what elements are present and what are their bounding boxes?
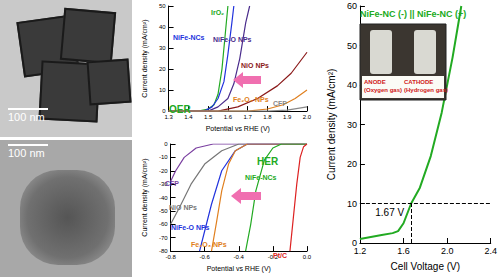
svg-text:Potential vs RHE (V): Potential vs RHE (V): [206, 125, 270, 133]
svg-text:0.0: 0.0: [303, 254, 312, 260]
svg-text:1.7: 1.7: [244, 114, 253, 120]
svg-text:2.0: 2.0: [441, 246, 454, 256]
svg-text:10: 10: [159, 87, 166, 93]
svg-text:0: 0: [351, 238, 357, 248]
svg-text:40: 40: [347, 80, 357, 90]
svg-text:Current density (mA/cm²): Current density (mA/cm²): [326, 69, 337, 181]
svg-text:CFP: CFP: [273, 100, 287, 107]
svg-text:1.2: 1.2: [354, 246, 367, 256]
svg-text:CFP: CFP: [165, 180, 179, 187]
svg-text:-80: -80: [158, 248, 168, 255]
svg-text:NiO NPs: NiO NPs: [241, 62, 269, 69]
svg-text:OER: OER: [169, 104, 191, 115]
svg-text:0: 0: [164, 141, 168, 147]
svg-text:10: 10: [347, 199, 357, 209]
svg-text:Current density (mA/cm²): Current density (mA/cm²): [141, 158, 149, 236]
svg-text:-10: -10: [159, 154, 168, 160]
svg-text:1.67 V: 1.67 V: [375, 207, 404, 218]
svg-text:-70: -70: [159, 235, 168, 241]
svg-text:1.9: 1.9: [283, 114, 292, 120]
svg-text:1.6: 1.6: [224, 114, 233, 120]
svg-text:30: 30: [159, 45, 166, 51]
svg-text:1.5: 1.5: [204, 114, 213, 120]
svg-text:Potential vs RHE (V): Potential vs RHE (V): [207, 265, 271, 273]
svg-text:-40: -40: [159, 195, 168, 201]
svg-text:Pt/C: Pt/C: [273, 252, 287, 259]
svg-text:20: 20: [159, 66, 166, 72]
svg-text:-50: -50: [159, 208, 168, 214]
svg-text:20: 20: [347, 159, 357, 169]
svg-text:HER: HER: [257, 156, 279, 167]
svg-text:40: 40: [159, 24, 166, 30]
svg-text:(Oxygen gas): (Oxygen gas): [364, 87, 402, 93]
svg-text:-30: -30: [158, 181, 168, 188]
svg-text:Fe₂O₃ NPs: Fe₂O₃ NPs: [191, 241, 227, 248]
svg-text:(Hydrogen gas): (Hydrogen gas): [404, 87, 448, 93]
svg-text:1.3: 1.3: [164, 114, 173, 120]
svg-text:0: 0: [162, 108, 166, 115]
svg-text:-60: -60: [159, 221, 168, 227]
svg-text:Current density (mA/cm²): Current density (mA/cm²): [141, 19, 149, 97]
svg-text:Cell Voltage (V): Cell Voltage (V): [391, 261, 460, 272]
html-text:100 nm: 100 nm: [8, 147, 45, 159]
svg-text:-0.4: -0.4: [234, 254, 245, 260]
svg-text:1.4: 1.4: [184, 114, 193, 120]
svg-text:NiFe-NCs: NiFe-NCs: [173, 34, 205, 41]
svg-text:50: 50: [347, 41, 357, 51]
svg-text:60: 60: [347, 1, 357, 11]
svg-text:NiO NPs: NiO NPs: [169, 204, 197, 211]
html-text:100 nm: 100 nm: [8, 111, 45, 123]
svg-text:NiFe-O NPs: NiFe-O NPs: [213, 36, 252, 43]
svg-text:1.8: 1.8: [263, 114, 272, 120]
svg-text:2.4: 2.4: [484, 246, 497, 256]
svg-text:50: 50: [159, 3, 166, 9]
svg-text:-0.8: -0.8: [165, 254, 176, 260]
svg-text:NiFe-NCs: NiFe-NCs: [245, 174, 277, 181]
svg-text:-0.6: -0.6: [200, 254, 211, 260]
svg-text:NiFe-NC (-) || NiFe-NC (+): NiFe-NC (-) || NiFe-NC (+): [360, 9, 466, 19]
svg-text:1.6: 1.6: [397, 246, 410, 256]
svg-text:IrO₂: IrO₂: [211, 9, 224, 16]
svg-text:CATHODE: CATHODE: [404, 79, 433, 85]
svg-text:30: 30: [347, 120, 357, 130]
svg-text:NiFe-O NPs: NiFe-O NPs: [171, 224, 210, 231]
svg-text:ANODE: ANODE: [364, 79, 386, 85]
svg-text:Fe₂O₃ NPs: Fe₂O₃ NPs: [233, 96, 269, 103]
svg-text:2.0: 2.0: [303, 114, 312, 120]
svg-text:-20: -20: [159, 168, 168, 174]
